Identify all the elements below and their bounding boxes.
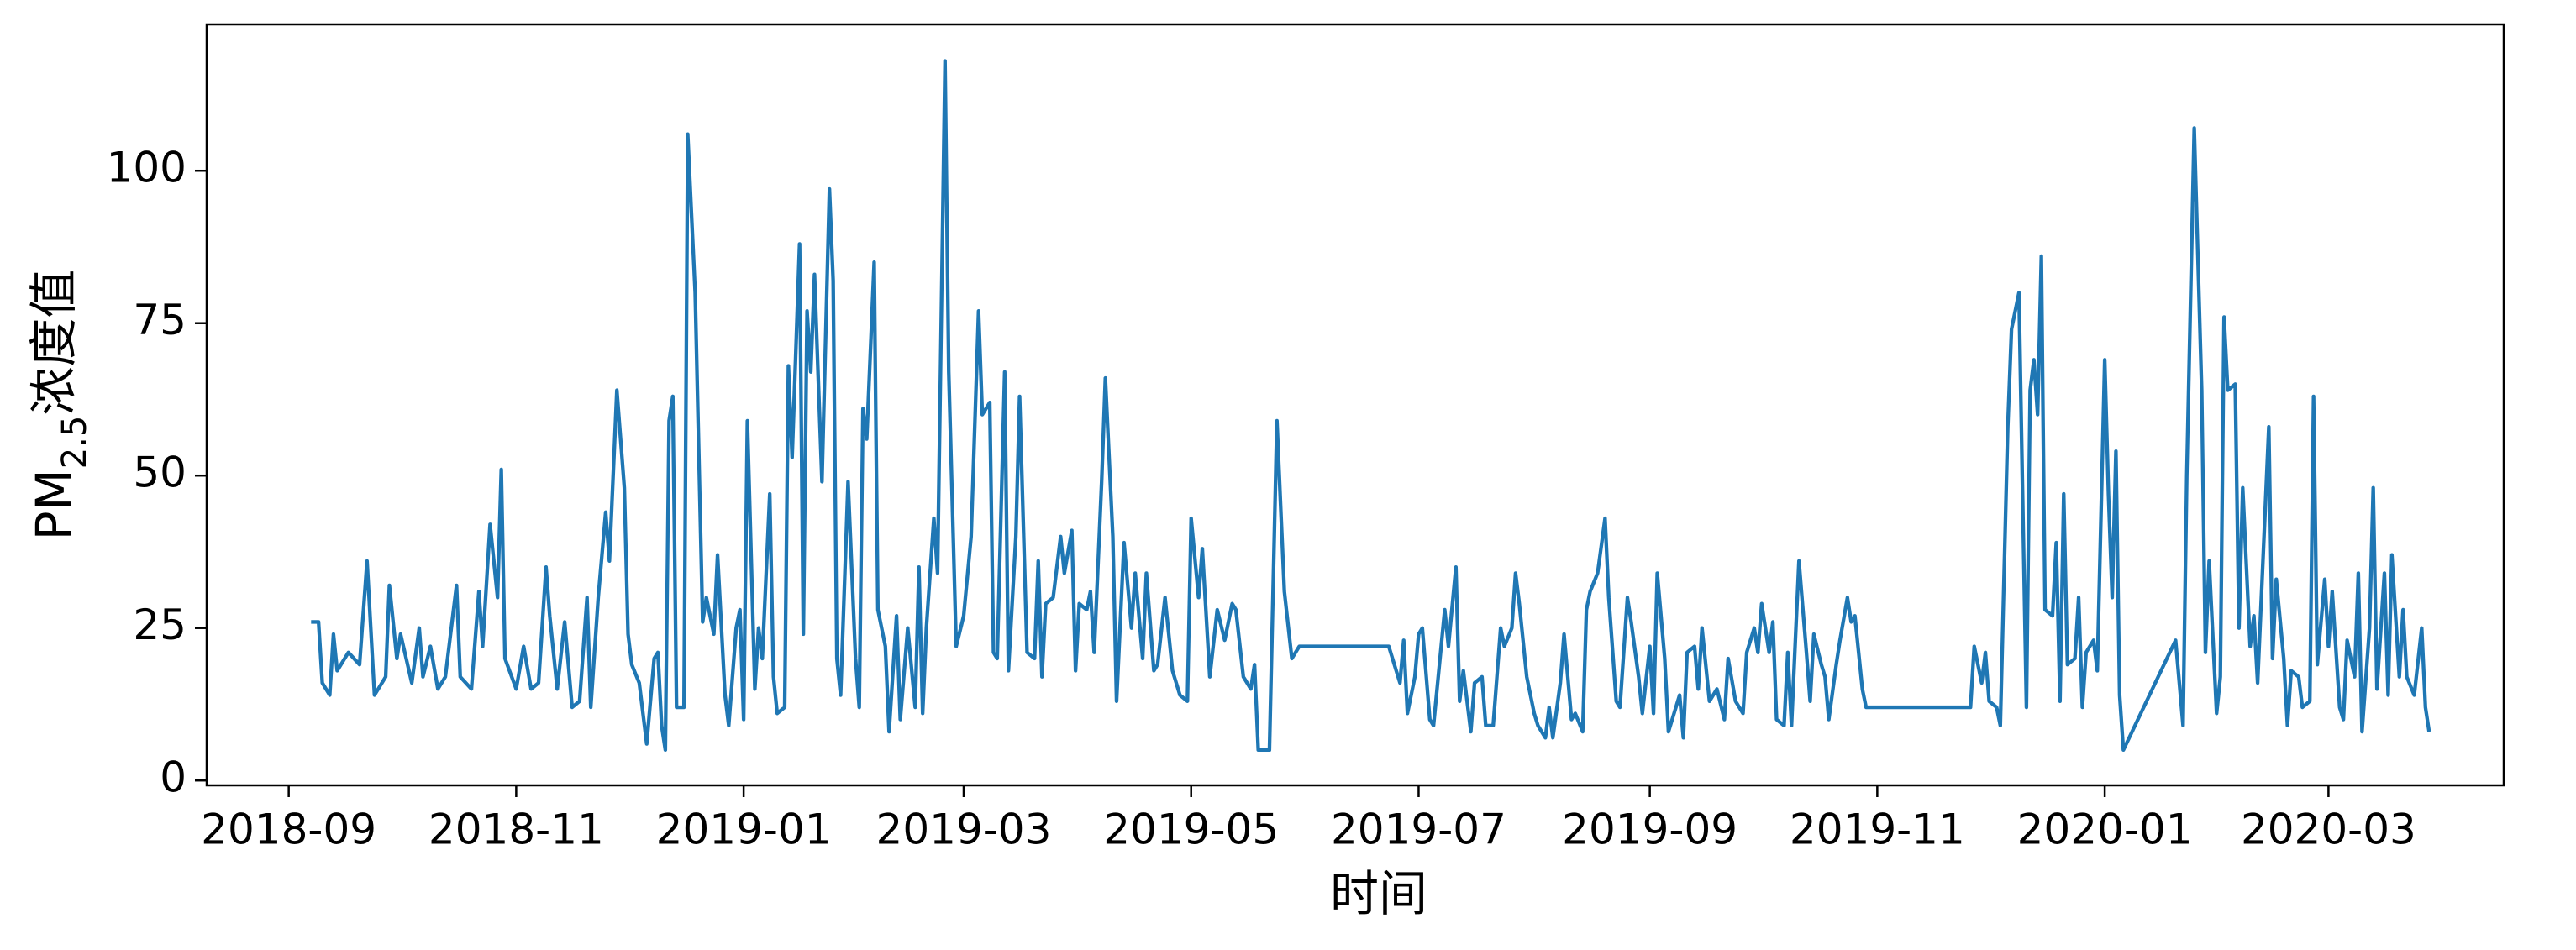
y-label-rest: 浓度值 (25, 270, 82, 416)
y-label-subscript: 2.5 (55, 416, 94, 470)
y-tick-label: 50 (133, 449, 187, 497)
plot-frame (205, 23, 2505, 787)
x-tick-label: 2019-03 (876, 806, 1052, 854)
x-tick-label: 2019-11 (1790, 806, 1965, 854)
x-tick-label: 2020-01 (2017, 806, 2193, 854)
x-tick-label: 2019-07 (1331, 806, 1506, 854)
data-line (311, 59, 2431, 753)
x-tick-label: 2020-03 (2241, 806, 2416, 854)
x-tick-label: 2019-05 (1103, 806, 1279, 854)
y-tick-label: 100 (107, 144, 187, 192)
x-tick-label: 2018-09 (201, 806, 376, 854)
x-axis-label: 时间 (1330, 865, 1427, 922)
y-tick-label: 25 (133, 601, 187, 649)
y-tick-label: 75 (133, 296, 187, 344)
x-tick-label: 2019-09 (1562, 806, 1737, 854)
x-tick-label: 2019-01 (656, 806, 832, 854)
x-tick-label: 2018-11 (428, 806, 604, 854)
y-tick-label: 0 (160, 753, 187, 802)
y-label-main: PM (25, 469, 82, 540)
y-axis-label: PM2.5浓度值 (25, 270, 94, 541)
